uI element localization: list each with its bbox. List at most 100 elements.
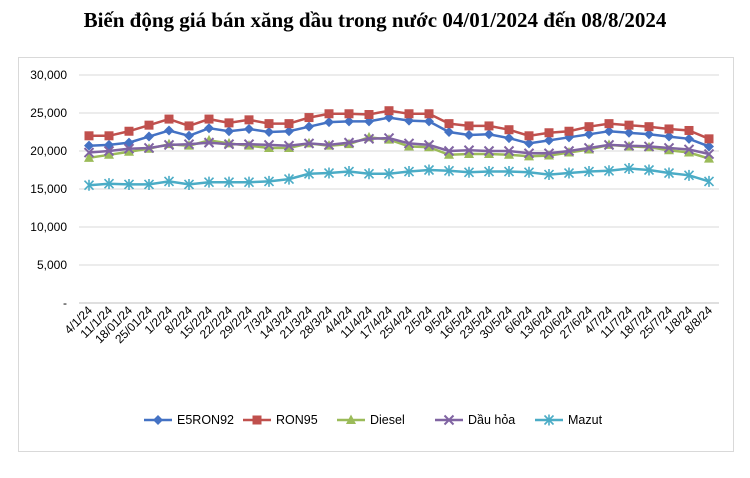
data-point [263,139,275,151]
series-mazut [83,162,715,191]
legend-item: Diesel [337,413,405,427]
data-point [563,145,575,157]
data-point [264,127,274,137]
data-point [483,166,495,178]
data-point [424,109,434,119]
legend-item: Dầu hỏa [435,413,515,427]
data-point [684,147,694,157]
data-point [284,119,294,129]
data-point [144,120,154,130]
data-point [244,123,254,134]
data-point [503,145,515,157]
series-line [88,167,710,187]
legend-label: Diesel [370,413,405,427]
data-point [403,138,415,149]
data-point [564,126,574,136]
data-point [383,168,395,180]
data-point [224,126,234,137]
data-point [444,149,454,159]
data-point [223,176,235,188]
legend: E5RON92 RON95 Diesel Dầu hỏa Mazut [144,413,603,427]
data-point [503,166,515,178]
data-point [583,166,595,178]
legend-label: Dầu hỏa [468,413,515,427]
data-point [484,129,494,140]
data-point [544,128,554,138]
data-point [663,142,675,154]
data-point [324,109,334,119]
data-point [303,168,315,180]
data-point [444,127,454,137]
data-point [103,145,115,157]
data-point [464,121,474,131]
data-point [423,139,435,151]
y-axis-ticks: - 5,000 10,000 15,000 20,000 25,000 30,000 [30,68,67,310]
data-point [643,164,655,176]
data-point [346,414,356,424]
data-point [703,175,715,187]
y-tick-label: 30,000 [30,68,67,82]
data-point [644,129,654,140]
data-point [343,137,355,148]
data-point [304,113,314,123]
data-point [264,142,274,152]
data-point [664,131,674,142]
series-ron95 [84,106,714,144]
data-point [184,121,194,131]
data-point [603,165,615,177]
data-point [404,140,414,151]
data-point [683,169,695,181]
data-point [563,167,575,179]
data-point [463,145,475,156]
data-point [404,109,414,119]
data-point [143,178,155,190]
data-point [623,162,635,174]
data-point [524,138,534,149]
line-chart: - 5,000 10,000 15,000 20,000 25,000 30,000 4/1… [30,68,719,427]
data-point [163,175,175,187]
data-point [664,124,674,134]
data-point [344,116,354,127]
data-point [663,167,675,179]
data-point [544,135,554,146]
data-point [244,115,254,125]
legend-label: Mazut [568,413,603,427]
data-point [624,120,634,130]
chart-area: - 5,000 10,000 15,000 20,000 25,000 30,000 4/1… [18,57,734,452]
data-point [704,134,714,144]
legend-label: E5RON92 [177,413,234,427]
data-point [184,130,194,141]
data-point [463,166,475,178]
data-point [603,139,615,151]
data-point [363,168,375,180]
data-point [104,149,114,159]
data-point [243,138,255,150]
data-point [264,119,274,129]
data-point [164,125,174,136]
data-point [424,116,434,127]
data-point [183,138,195,150]
data-point [524,150,534,161]
data-point [584,129,594,140]
data-point [263,175,275,187]
data-point [203,137,215,148]
data-point [143,142,155,154]
y-tick-label: 10,000 [30,220,67,234]
series-dầu-hỏa [83,132,715,160]
legend-item: E5RON92 [144,413,234,427]
data-point [484,148,494,159]
data-point [443,165,455,177]
series-diesel [84,131,714,163]
data-point [543,169,555,181]
data-point [84,140,94,151]
data-point [204,114,214,124]
data-point [84,131,94,141]
data-point [363,133,375,145]
data-point [684,125,694,135]
data-point [183,178,195,190]
data-point [543,148,555,159]
y-tick-label: - [63,296,67,310]
data-point [483,145,495,157]
data-point [464,130,474,141]
data-point [103,178,115,190]
